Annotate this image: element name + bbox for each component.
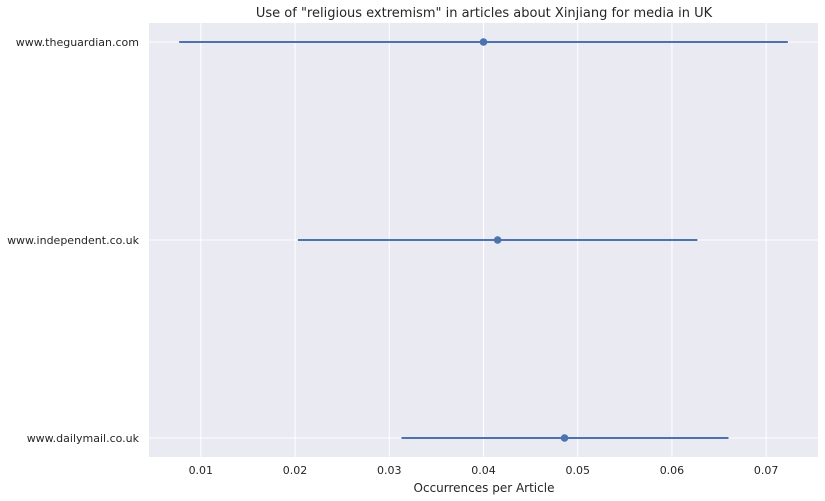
- chart-title: Use of "religious extremism" in articles…: [256, 6, 713, 21]
- data-point: [493, 236, 502, 244]
- data-point: [560, 434, 569, 442]
- x-tick-label: 0.05: [565, 464, 590, 477]
- y-tick-label: www.independent.co.uk: [7, 234, 140, 247]
- x-axis-label: Occurrences per Article: [414, 481, 555, 495]
- x-tick-label: 0.07: [754, 464, 779, 477]
- x-tick-label: 0.03: [377, 464, 402, 477]
- x-tick-labels: 0.01 0.02 0.03 0.04 0.05 0.06 0.07: [189, 464, 779, 477]
- x-tick-label: 0.01: [189, 464, 214, 477]
- y-tick-label: www.dailymail.co.uk: [27, 432, 140, 445]
- y-tick-labels: www.theguardian.com www.independent.co.uk…: [7, 36, 140, 445]
- data-point: [479, 38, 488, 46]
- x-tick-label: 0.02: [283, 464, 308, 477]
- y-tick-label: www.theguardian.com: [16, 36, 139, 49]
- x-tick-label: 0.04: [471, 464, 496, 477]
- marks: [179, 38, 788, 442]
- x-tick-label: 0.06: [660, 464, 685, 477]
